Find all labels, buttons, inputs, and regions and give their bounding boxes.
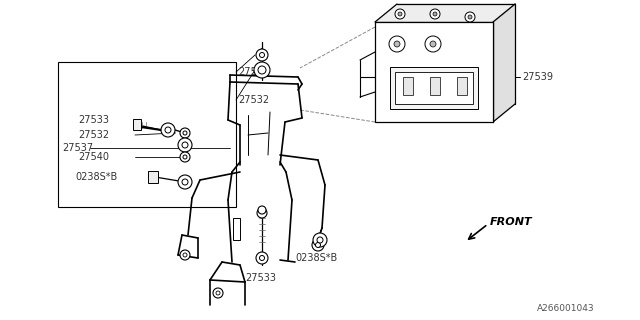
Circle shape <box>425 36 441 52</box>
Circle shape <box>180 250 190 260</box>
Bar <box>457 77 467 95</box>
Circle shape <box>430 41 436 47</box>
Circle shape <box>433 12 437 16</box>
Bar <box>390 67 478 109</box>
Text: 27540: 27540 <box>78 152 109 162</box>
Text: A266001043: A266001043 <box>538 304 595 313</box>
Circle shape <box>317 237 323 243</box>
Circle shape <box>182 142 188 148</box>
Polygon shape <box>493 4 515 122</box>
Bar <box>233 218 240 240</box>
Circle shape <box>389 36 405 52</box>
Text: 27533: 27533 <box>245 273 276 283</box>
Circle shape <box>180 128 190 138</box>
Circle shape <box>465 12 475 22</box>
Circle shape <box>180 152 190 162</box>
Circle shape <box>254 62 270 78</box>
Circle shape <box>165 127 171 133</box>
Circle shape <box>313 233 327 247</box>
Circle shape <box>257 208 267 218</box>
Text: 0238S*B: 0238S*B <box>295 253 337 263</box>
Circle shape <box>259 255 264 260</box>
Circle shape <box>259 52 264 58</box>
Text: 0238S*B: 0238S*B <box>75 172 117 182</box>
Circle shape <box>216 291 220 295</box>
Circle shape <box>258 206 266 214</box>
Text: 27532: 27532 <box>78 130 109 140</box>
Text: 27548: 27548 <box>238 67 269 77</box>
Bar <box>395 72 473 104</box>
Circle shape <box>430 9 440 19</box>
Circle shape <box>394 41 400 47</box>
Polygon shape <box>375 4 515 22</box>
Circle shape <box>256 49 268 61</box>
Bar <box>58 62 236 207</box>
Text: 27537: 27537 <box>62 143 93 153</box>
Circle shape <box>316 243 321 247</box>
Bar <box>430 77 440 95</box>
Circle shape <box>183 155 187 159</box>
Circle shape <box>256 252 268 264</box>
Bar <box>375 22 493 122</box>
Circle shape <box>183 253 187 257</box>
Circle shape <box>178 175 192 189</box>
Bar <box>133 119 141 130</box>
Circle shape <box>468 15 472 19</box>
Circle shape <box>398 12 402 16</box>
Bar <box>403 77 413 95</box>
Circle shape <box>395 9 405 19</box>
Text: 27533: 27533 <box>78 115 109 125</box>
Bar <box>148 171 158 183</box>
Text: 27539: 27539 <box>522 72 553 82</box>
Circle shape <box>312 239 324 251</box>
Circle shape <box>213 288 223 298</box>
Text: FRONT: FRONT <box>490 217 532 227</box>
Circle shape <box>258 66 266 74</box>
Circle shape <box>178 138 192 152</box>
Circle shape <box>183 131 187 135</box>
Circle shape <box>161 123 175 137</box>
Circle shape <box>182 179 188 185</box>
Text: 27532: 27532 <box>238 95 269 105</box>
